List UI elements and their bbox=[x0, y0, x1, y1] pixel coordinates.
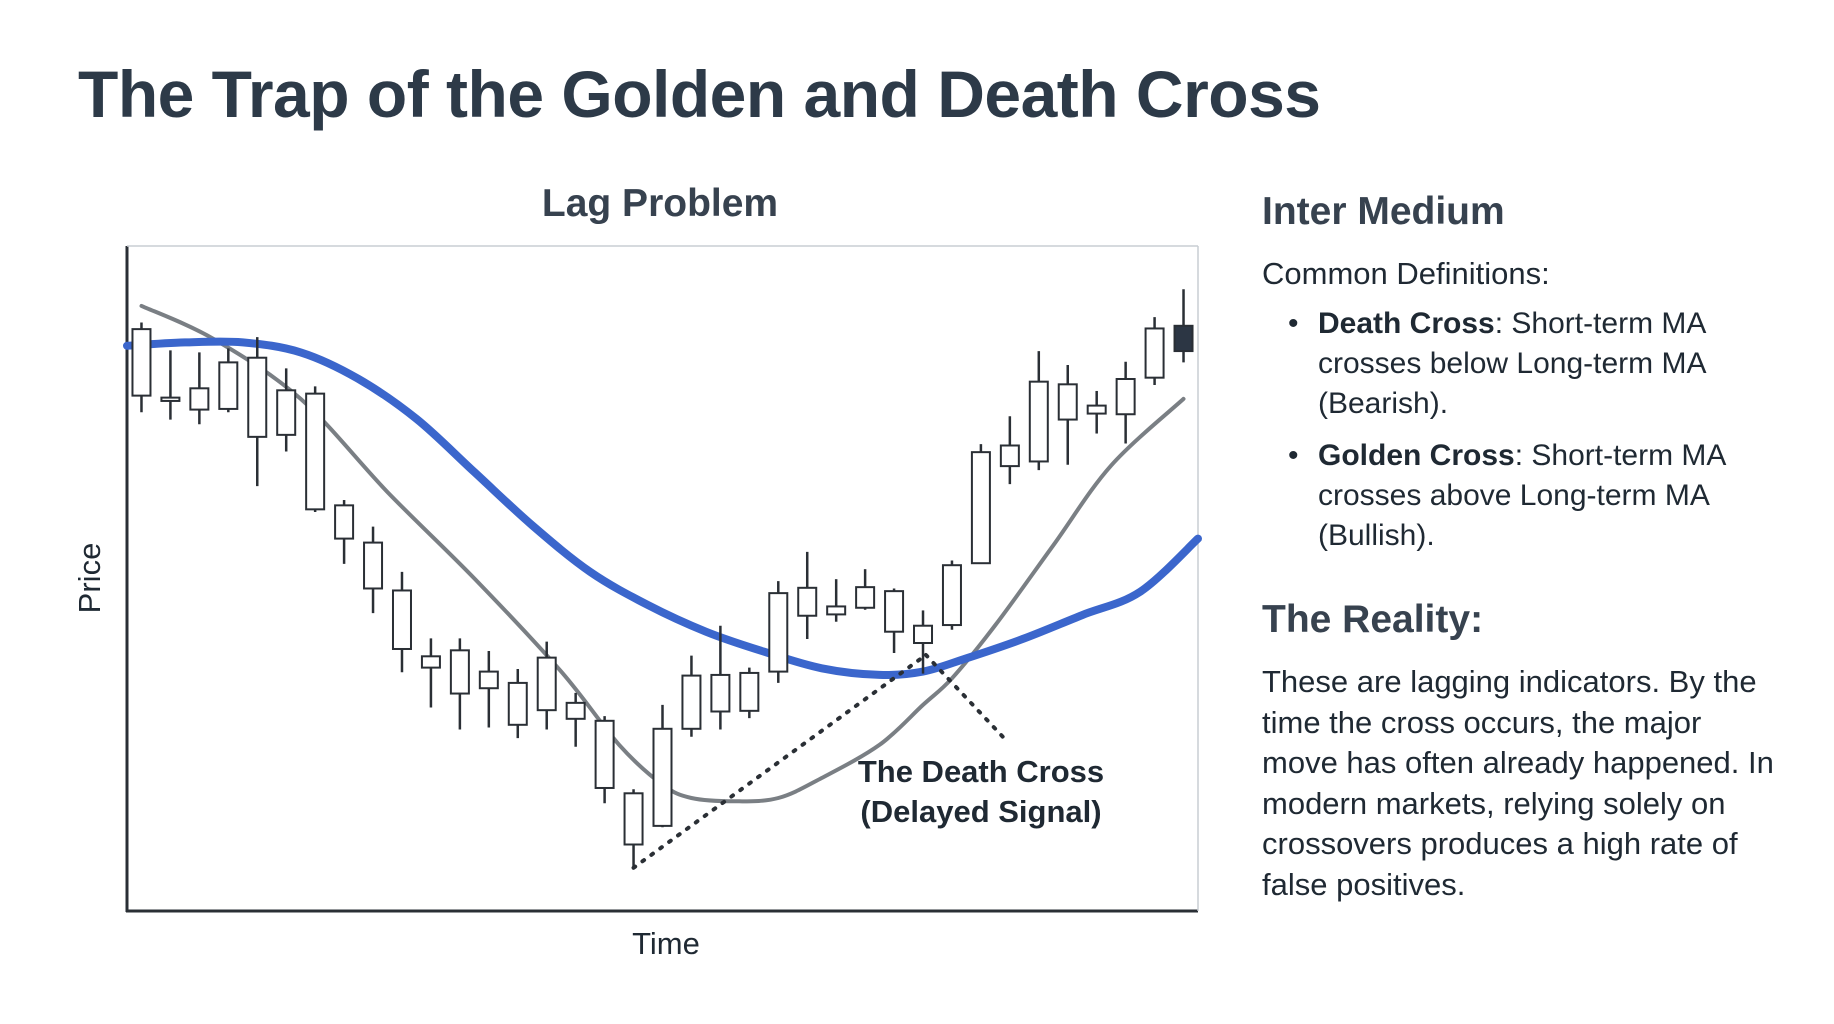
candle bbox=[334, 500, 355, 564]
candle-body-up bbox=[623, 792, 644, 846]
candle bbox=[449, 638, 470, 730]
candle-body-up bbox=[913, 624, 934, 645]
side-panel: Inter Medium Common Definitions: Death C… bbox=[1262, 190, 1782, 905]
candle bbox=[507, 668, 528, 739]
candle-body-up bbox=[941, 564, 962, 627]
definitions-heading: Common Definitions: bbox=[1262, 256, 1550, 291]
annotation-line-2: (Delayed Signal) bbox=[860, 794, 1102, 829]
candle bbox=[420, 638, 441, 708]
candle-body-up bbox=[768, 592, 789, 673]
page-title: The Trap of the Golden and Death Cross bbox=[78, 57, 1321, 131]
candle bbox=[913, 610, 934, 674]
candle bbox=[478, 650, 499, 728]
candle-body-up bbox=[970, 451, 991, 565]
candle bbox=[276, 368, 297, 452]
short-term-ma-line bbox=[139, 303, 1186, 804]
candle-body-up bbox=[884, 590, 905, 633]
candle-body-up bbox=[1086, 404, 1107, 415]
candle-body-up bbox=[826, 605, 847, 616]
candle-body-up bbox=[363, 541, 384, 590]
candle bbox=[797, 551, 818, 640]
candle bbox=[363, 526, 384, 614]
candle-body-up bbox=[131, 328, 152, 397]
candle-body-up bbox=[391, 589, 412, 650]
candle-body-up bbox=[160, 396, 181, 402]
candle bbox=[1115, 361, 1136, 444]
candle bbox=[131, 322, 152, 413]
definitions-list: Death Cross: Short-term MA crosses below… bbox=[1262, 304, 1782, 556]
candle bbox=[855, 569, 876, 610]
candle-body-up bbox=[594, 719, 615, 789]
candle bbox=[1144, 317, 1165, 385]
candle bbox=[218, 348, 239, 413]
candle-body-up bbox=[565, 701, 586, 720]
candle-body-up bbox=[507, 681, 528, 726]
candle-body-up bbox=[739, 671, 760, 712]
candle bbox=[941, 560, 962, 630]
annotation-line-1: The Death Cross bbox=[857, 754, 1105, 789]
candle-body-up bbox=[305, 392, 326, 511]
death-cross-annotation: The Death Cross (Delayed Signal) bbox=[836, 752, 1126, 832]
candle bbox=[739, 667, 760, 719]
candle bbox=[1057, 365, 1078, 465]
candle-body-up bbox=[218, 361, 239, 410]
candle bbox=[391, 571, 412, 673]
long-term-ma-line bbox=[123, 337, 1202, 680]
candle bbox=[826, 579, 847, 622]
candle-body-up bbox=[276, 389, 297, 436]
candle bbox=[305, 386, 326, 512]
candle-body-up bbox=[1144, 327, 1165, 379]
candle-body-up bbox=[1028, 380, 1049, 463]
y-axis-label: Price bbox=[72, 542, 107, 614]
candle-body-up bbox=[334, 504, 355, 540]
reality-text: These are lagging indicators. By the tim… bbox=[1262, 664, 1774, 902]
candle-body-up bbox=[855, 586, 876, 609]
candle bbox=[1086, 390, 1107, 434]
candle-body-up bbox=[189, 387, 210, 411]
candle bbox=[1173, 289, 1194, 363]
reality-heading: The Reality: bbox=[1262, 598, 1484, 641]
candle-body-up bbox=[999, 444, 1020, 468]
candle bbox=[1028, 351, 1049, 471]
x-axis-label: Time bbox=[632, 926, 700, 961]
definition-term: Golden Cross bbox=[1318, 439, 1515, 472]
candle-body-down bbox=[1173, 324, 1194, 353]
candle bbox=[710, 625, 731, 730]
candle-body-up bbox=[449, 649, 470, 695]
chart-title: Lag Problem bbox=[541, 182, 779, 225]
candle-body-up bbox=[536, 656, 557, 712]
candle bbox=[652, 704, 673, 828]
candle-body-up bbox=[797, 586, 818, 617]
candle-body-up bbox=[652, 727, 673, 827]
candle bbox=[623, 789, 644, 868]
candle-body-up bbox=[681, 674, 702, 730]
candle bbox=[681, 655, 702, 737]
annotation-dotted-line-right bbox=[923, 652, 1007, 741]
candle-body-up bbox=[710, 673, 731, 713]
candle bbox=[970, 444, 991, 565]
candle bbox=[884, 588, 905, 653]
candle-body-up bbox=[478, 670, 499, 690]
definition-term: Death Cross bbox=[1318, 307, 1495, 340]
candle bbox=[189, 352, 210, 425]
definition-text: : Short-term MA crosses above Long-term … bbox=[1318, 439, 1725, 552]
candle bbox=[768, 581, 789, 683]
definition-item-golden-cross: Golden Cross: Short-term MA crosses abov… bbox=[1288, 436, 1782, 556]
candle bbox=[160, 350, 181, 420]
candle bbox=[536, 641, 557, 730]
definition-item-death-cross: Death Cross: Short-term MA crosses below… bbox=[1288, 304, 1782, 424]
candle-body-up bbox=[1057, 383, 1078, 421]
candle bbox=[565, 692, 586, 747]
candle bbox=[247, 337, 268, 487]
candle-body-up bbox=[420, 655, 441, 669]
side-heading: Inter Medium bbox=[1262, 190, 1505, 233]
definition-text: : Short-term MA crosses below Long-term … bbox=[1318, 307, 1705, 420]
candle bbox=[999, 416, 1020, 485]
candle bbox=[594, 716, 615, 804]
candle-body-up bbox=[247, 356, 268, 438]
candle-body-up bbox=[1115, 378, 1136, 416]
